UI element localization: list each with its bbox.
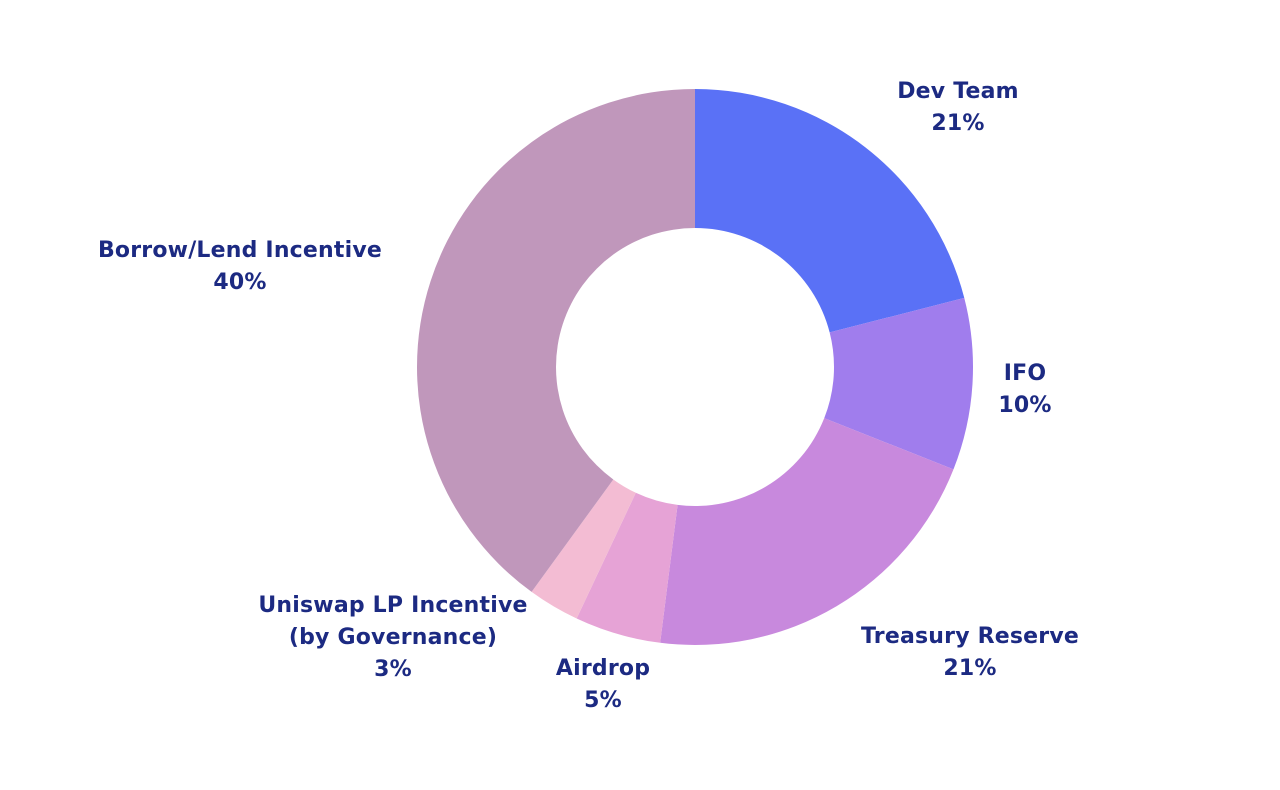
slice-name: Uniswap LP Incentive — [258, 593, 527, 618]
slice-borrow-lend-incentive — [417, 89, 695, 592]
slice-percent: 40% — [213, 270, 266, 295]
slice-labels: Dev Team 21% IFO 10% Treasury Reserve 21% Aird… — [98, 79, 1079, 713]
slice-label: Airdrop 5% — [556, 656, 650, 713]
slice-label: Treasury Reserve 21% — [861, 624, 1079, 681]
slice-name: (by Governance) — [289, 625, 497, 650]
slice-percent: 10% — [998, 393, 1051, 418]
slice-name: Dev Team — [897, 79, 1019, 104]
slice-name: Treasury Reserve — [861, 624, 1079, 649]
slice-label: Borrow/Lend Incentive 40% — [98, 238, 382, 295]
slice-percent: 5% — [584, 688, 622, 713]
slice-dev-team — [695, 89, 965, 333]
slice-label: Uniswap LP Incentive (by Governance) 3% — [258, 593, 527, 682]
slice-label: IFO 10% — [998, 361, 1051, 418]
slice-name: Airdrop — [556, 656, 650, 681]
slice-name: Borrow/Lend Incentive — [98, 238, 382, 263]
slice-percent: 3% — [374, 657, 412, 682]
slice-airdrop — [576, 492, 678, 643]
slice-ifo — [824, 297, 973, 470]
slice-treasury-reserve — [660, 418, 954, 645]
slice-percent: 21% — [943, 656, 996, 681]
donut-slices — [417, 89, 973, 645]
slice-label: Dev Team 21% — [897, 79, 1019, 136]
slice-percent: 21% — [931, 111, 984, 136]
slice-name: IFO — [1004, 361, 1047, 386]
slice-uniswap-lp-incentive-by-governance — [531, 479, 636, 619]
